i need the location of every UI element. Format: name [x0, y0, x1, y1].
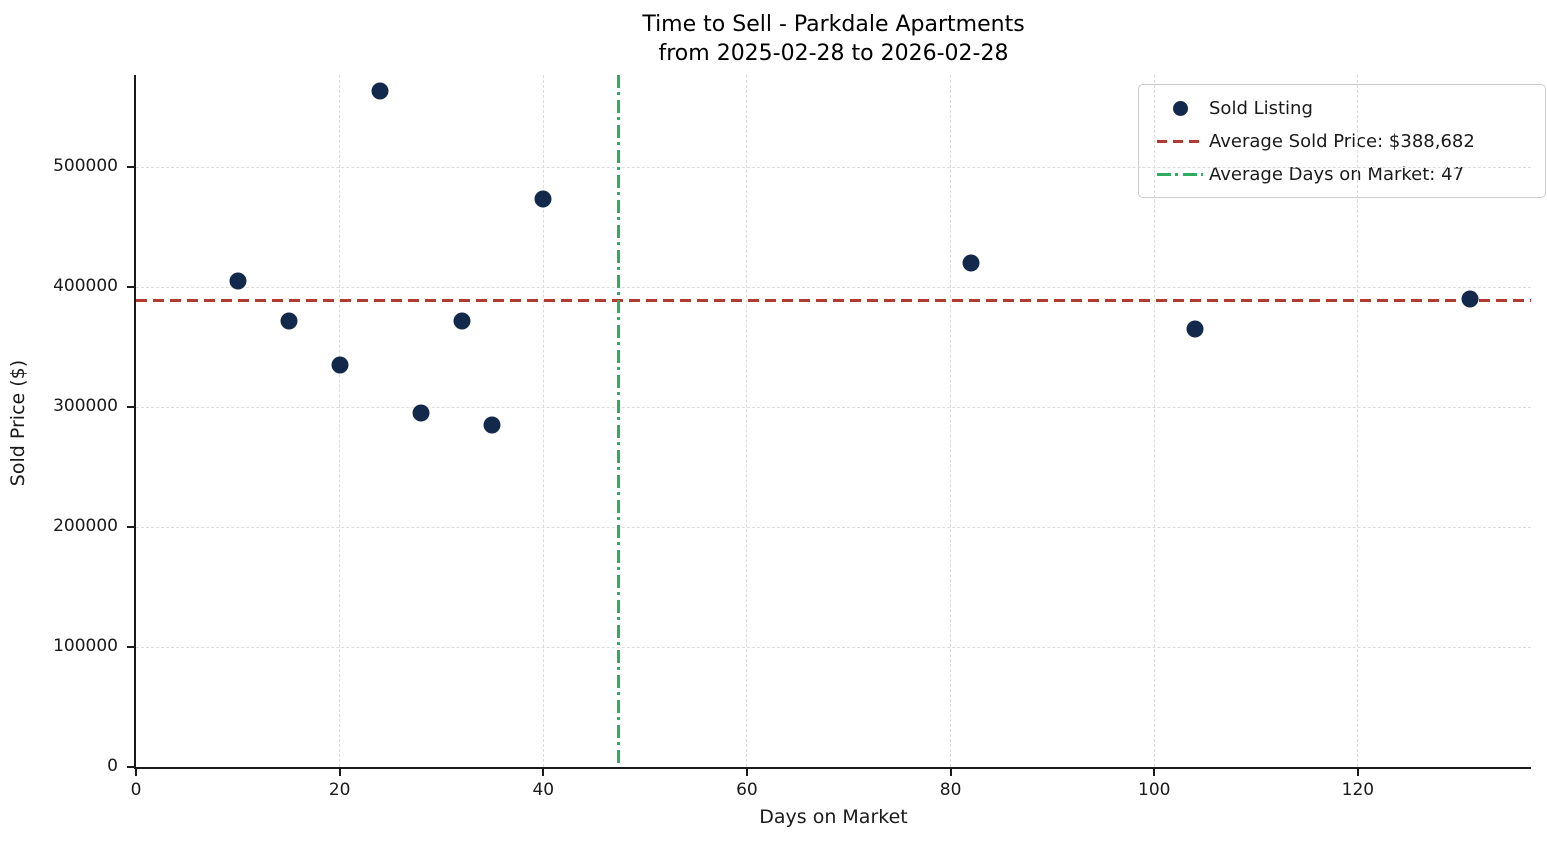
- chart-subtitle: from 2025-02-28 to 2026-02-28: [658, 41, 1009, 66]
- y-gridline: [136, 286, 1531, 288]
- y-tick: [127, 766, 135, 768]
- y-tick-label: 400000: [53, 276, 118, 296]
- average-days-on-market-line: [617, 75, 621, 767]
- x-tick: [745, 768, 748, 776]
- scatter-point: [280, 312, 298, 330]
- dashed-line-icon: [1157, 139, 1203, 143]
- x-axis-spine: [134, 767, 1531, 769]
- scatter-point: [229, 272, 247, 290]
- legend-label-avg-days: Average Days on Market: 47: [1209, 163, 1464, 185]
- y-tick: [127, 286, 135, 288]
- y-tick-label: 200000: [53, 516, 118, 536]
- x-tick: [1356, 768, 1359, 776]
- chart-title-block: Time to Sell - Parkdale Apartments from …: [136, 10, 1531, 68]
- y-tick-label: 100000: [53, 636, 118, 656]
- x-gridline: [746, 75, 748, 767]
- x-tick-label: 80: [939, 780, 962, 800]
- scatter-point: [962, 254, 980, 272]
- legend-item-sold-listing: Sold Listing: [1151, 95, 1533, 121]
- y-gridline: [136, 646, 1531, 648]
- x-gridline: [950, 75, 952, 767]
- average-sold-price-line: [136, 299, 1531, 303]
- legend-item-avg-price: Average Sold Price: $388,682: [1151, 128, 1533, 154]
- x-tick: [135, 768, 137, 776]
- x-gridline: [339, 75, 341, 767]
- scatter-point: [331, 356, 349, 374]
- x-tick-label: 60: [736, 780, 758, 800]
- scatter-point: [483, 416, 501, 434]
- dashdot-line-icon: [1157, 172, 1203, 176]
- legend-marker-cell: [1151, 172, 1209, 176]
- y-gridline: [136, 166, 1531, 168]
- legend-item-avg-days: Average Days on Market: 47: [1151, 161, 1533, 187]
- y-axis-spine: [134, 75, 136, 769]
- x-axis-label: Days on Market: [759, 806, 908, 828]
- legend-marker-cell: [1151, 139, 1209, 143]
- x-tick-label: 20: [328, 780, 351, 800]
- x-tick-label: 40: [532, 780, 555, 800]
- y-tick: [127, 406, 135, 408]
- x-tick-label: 120: [1341, 780, 1375, 800]
- chart-title: Time to Sell - Parkdale Apartments: [642, 12, 1025, 37]
- legend-marker-cell: [1151, 100, 1209, 116]
- x-gridline: [542, 75, 544, 767]
- x-tick-label: 0: [130, 780, 142, 800]
- x-tick-label: 100: [1138, 780, 1171, 800]
- x-tick: [338, 768, 341, 776]
- x-tick: [949, 768, 952, 776]
- scatter-point: [1186, 320, 1204, 338]
- x-gridline: [1357, 75, 1359, 767]
- y-tick: [127, 526, 135, 528]
- scatter-point: [371, 82, 389, 100]
- y-tick-label: 0: [107, 756, 118, 776]
- y-tick-label: 300000: [53, 396, 118, 416]
- legend-label-sold-listing: Sold Listing: [1209, 97, 1313, 119]
- y-tick: [127, 646, 135, 648]
- y-gridline: [136, 526, 1531, 528]
- scatter-point: [453, 312, 471, 330]
- legend: Sold Listing Average Sold Price: $388,68…: [1138, 84, 1546, 198]
- scatter-point: [412, 404, 430, 422]
- scatter-point: [1461, 290, 1479, 308]
- y-tick-label: 500000: [53, 156, 118, 176]
- legend-label-avg-price: Average Sold Price: $388,682: [1209, 130, 1475, 152]
- x-gridline: [1153, 75, 1155, 767]
- scatter-marker-icon: [1172, 100, 1188, 116]
- y-tick: [127, 166, 135, 168]
- y-gridline: [136, 406, 1531, 408]
- x-tick: [542, 768, 545, 776]
- scatter-point: [534, 190, 552, 208]
- x-tick: [1153, 768, 1156, 776]
